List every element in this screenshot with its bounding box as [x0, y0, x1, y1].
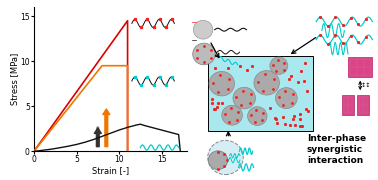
Bar	[342, 94, 354, 115]
Text: Inter-phase
synergistic
interaction: Inter-phase synergistic interaction	[307, 134, 366, 165]
Bar	[348, 57, 372, 77]
Circle shape	[270, 57, 288, 74]
Circle shape	[209, 71, 234, 96]
Circle shape	[193, 43, 215, 65]
X-axis label: Strain [-]: Strain [-]	[92, 166, 129, 175]
Circle shape	[248, 107, 267, 125]
Y-axis label: Stress [MPa]: Stress [MPa]	[10, 53, 19, 105]
Circle shape	[222, 105, 242, 125]
Text: ↕↕: ↕↕	[361, 83, 371, 88]
Circle shape	[208, 140, 243, 175]
Circle shape	[193, 20, 213, 39]
Circle shape	[276, 88, 297, 109]
Bar	[208, 56, 313, 131]
Circle shape	[254, 71, 279, 95]
Circle shape	[208, 151, 228, 170]
Circle shape	[233, 87, 256, 109]
Bar	[358, 94, 369, 115]
